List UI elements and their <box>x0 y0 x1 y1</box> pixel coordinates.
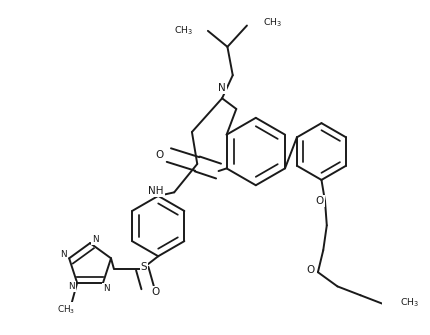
Text: O: O <box>156 150 164 160</box>
Text: S: S <box>141 262 147 272</box>
Text: NH: NH <box>148 186 163 196</box>
Text: CH$_3$: CH$_3$ <box>399 296 419 309</box>
Text: N: N <box>103 284 110 293</box>
Text: CH$_3$: CH$_3$ <box>263 16 282 29</box>
Text: CH$_3$: CH$_3$ <box>175 24 194 37</box>
Text: O: O <box>316 196 324 206</box>
Text: N: N <box>92 235 99 244</box>
Text: N: N <box>218 83 226 93</box>
Text: N: N <box>68 282 75 291</box>
Text: CH$_3$: CH$_3$ <box>57 303 76 316</box>
Text: O: O <box>151 287 160 297</box>
Text: N: N <box>61 250 67 259</box>
Text: O: O <box>306 265 314 275</box>
